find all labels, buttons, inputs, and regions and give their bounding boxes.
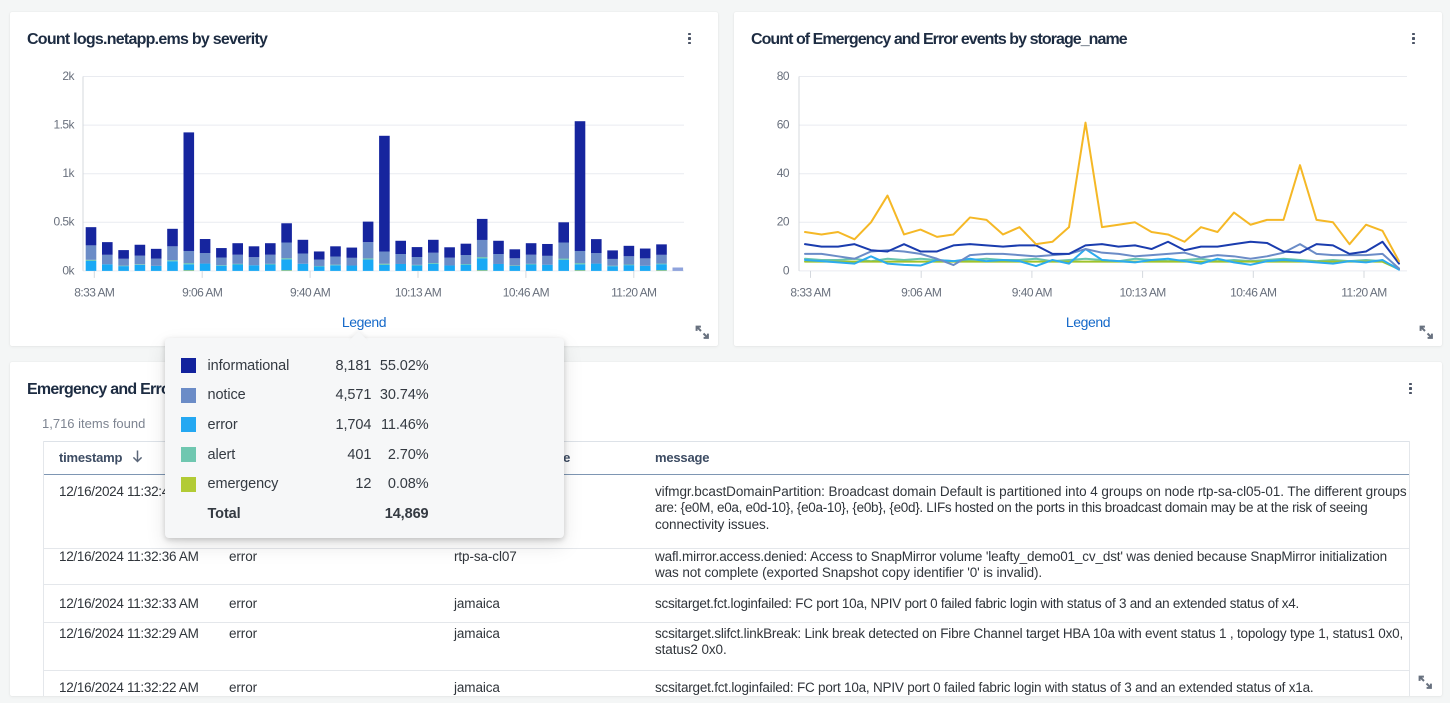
- svg-text:0k: 0k: [62, 263, 75, 277]
- svg-text:9:06 AM: 9:06 AM: [182, 285, 223, 299]
- svg-text:1k: 1k: [62, 166, 75, 180]
- svg-text:60: 60: [777, 118, 790, 132]
- svg-text:20: 20: [777, 215, 790, 229]
- svg-text:2k: 2k: [62, 69, 75, 83]
- svg-text:10:13 AM: 10:13 AM: [1119, 285, 1166, 299]
- svg-text:10:46 AM: 10:46 AM: [1230, 285, 1277, 299]
- svg-text:0: 0: [783, 263, 790, 277]
- svg-text:9:40 AM: 9:40 AM: [290, 285, 331, 299]
- svg-text:40: 40: [777, 166, 790, 180]
- svg-text:1.5k: 1.5k: [54, 118, 76, 132]
- svg-text:10:13 AM: 10:13 AM: [395, 285, 442, 299]
- svg-text:80: 80: [777, 69, 790, 83]
- svg-text:8:33 AM: 8:33 AM: [74, 285, 115, 299]
- svg-text:11:20 AM: 11:20 AM: [1341, 285, 1387, 299]
- svg-text:0.5k: 0.5k: [54, 215, 76, 229]
- svg-text:9:06 AM: 9:06 AM: [901, 285, 942, 299]
- svg-text:10:46 AM: 10:46 AM: [503, 285, 550, 299]
- svg-text:8:33 AM: 8:33 AM: [790, 285, 831, 299]
- svg-text:9:40 AM: 9:40 AM: [1012, 285, 1053, 299]
- svg-text:11:20 AM: 11:20 AM: [611, 285, 657, 299]
